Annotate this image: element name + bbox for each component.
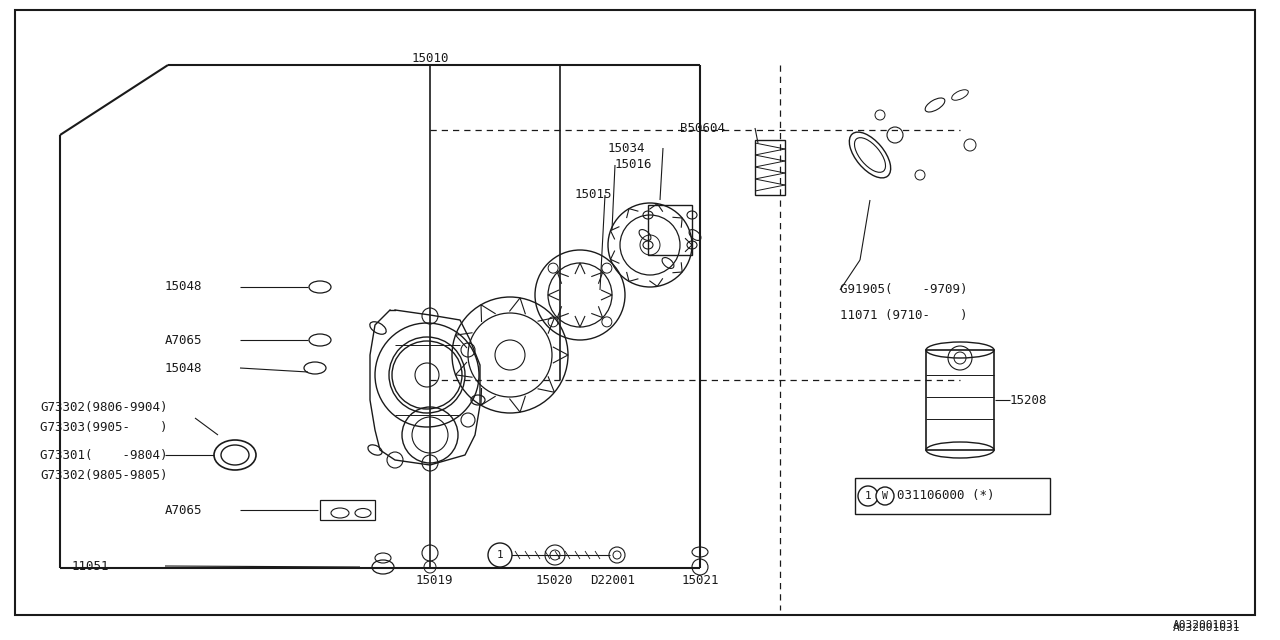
Text: 15010: 15010: [411, 51, 449, 65]
Text: 1: 1: [864, 491, 872, 501]
Text: D22001: D22001: [590, 573, 635, 586]
Text: G73302(9806-9904): G73302(9806-9904): [40, 401, 168, 415]
Text: A032001031: A032001031: [1172, 623, 1240, 633]
Text: 15048: 15048: [165, 362, 202, 374]
Text: 15048: 15048: [165, 280, 202, 294]
Bar: [755, 140, 785, 195]
Circle shape: [858, 486, 878, 506]
Circle shape: [488, 543, 512, 567]
Text: G91905(    -9709): G91905( -9709): [840, 284, 968, 296]
Text: G73303(9905-    ): G73303(9905- ): [40, 422, 168, 435]
Text: W: W: [882, 491, 888, 501]
Text: A7065: A7065: [165, 504, 202, 516]
Text: A7065: A7065: [165, 333, 202, 346]
Text: A032001031: A032001031: [1172, 620, 1240, 630]
Text: 15015: 15015: [575, 189, 613, 202]
Text: G73302(9805-9805): G73302(9805-9805): [40, 468, 168, 481]
Text: 031106000 (*): 031106000 (*): [897, 490, 995, 502]
Bar: [925, 350, 995, 450]
Text: 11051: 11051: [72, 559, 110, 573]
Text: 15016: 15016: [614, 159, 653, 172]
Text: 11071 (9710-    ): 11071 (9710- ): [840, 308, 968, 321]
Text: 15034: 15034: [608, 141, 645, 154]
Circle shape: [876, 487, 893, 505]
Text: 1: 1: [497, 550, 503, 560]
Text: 15021: 15021: [681, 573, 719, 586]
Text: G73301(    -9804): G73301( -9804): [40, 449, 168, 461]
Text: 15020: 15020: [535, 573, 572, 586]
Bar: [855, 478, 1050, 514]
Text: 15019: 15019: [415, 573, 453, 586]
Bar: [648, 205, 692, 255]
Bar: [320, 500, 375, 520]
Text: B50604: B50604: [680, 122, 724, 134]
Text: 15208: 15208: [1010, 394, 1047, 406]
